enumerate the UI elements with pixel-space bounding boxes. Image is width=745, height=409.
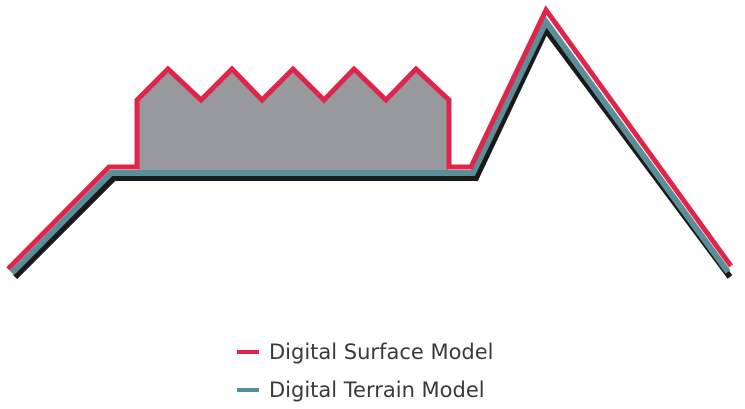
digital-surface-model-line (6, 5, 734, 271)
legend-label-dsm: Digital Surface Model (269, 340, 494, 364)
legend-item-dtm: Digital Terrain Model (237, 371, 494, 409)
legend: Digital Surface Model Digital Terrain Mo… (237, 333, 494, 409)
dsm-swatch (237, 350, 259, 354)
dtm-swatch (237, 388, 259, 392)
ground-shadow-line (12, 24, 733, 280)
legend-item-dsm: Digital Surface Model (237, 333, 494, 371)
legend-label-dtm: Digital Terrain Model (269, 378, 485, 402)
digital-terrain-model-line (9, 16, 731, 276)
building-fill (139, 71, 448, 172)
